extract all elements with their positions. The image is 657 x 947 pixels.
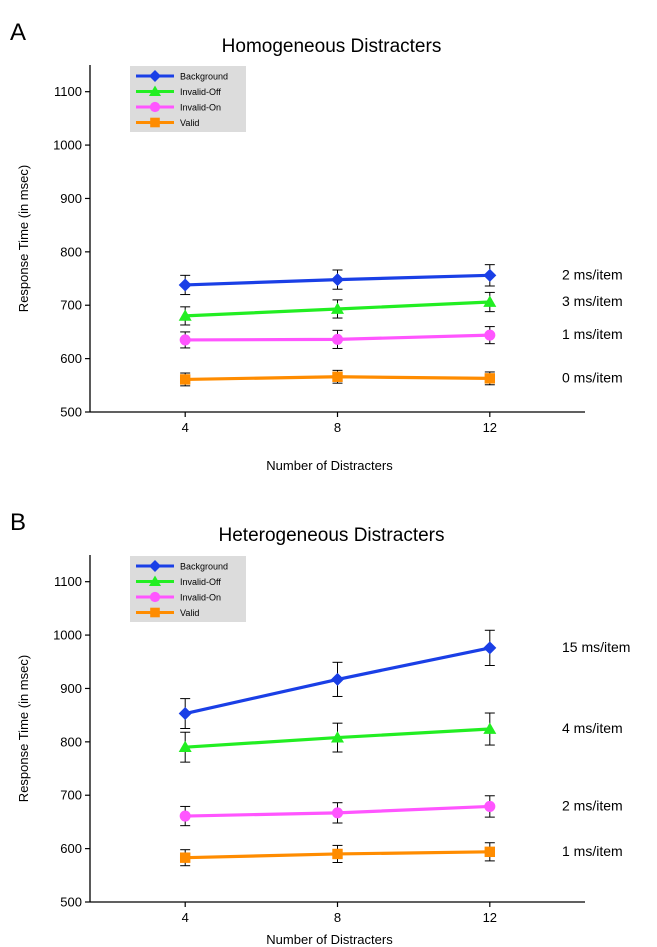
- series-invalid-on: 1 ms/item: [179, 326, 623, 349]
- y-tick-label: 1100: [54, 84, 82, 99]
- legend: Background Invalid-Off Invalid-On Valid: [130, 66, 246, 132]
- x-tick-label: 12: [483, 420, 497, 435]
- legend-label: Invalid-Off: [180, 87, 221, 97]
- legend-label: Valid: [180, 608, 199, 618]
- data-point: [178, 309, 192, 321]
- data-point: [484, 329, 496, 341]
- y-tick-label: 1000: [53, 138, 82, 153]
- data-point: [483, 641, 497, 655]
- data-point: [484, 373, 496, 384]
- legend-marker: [149, 101, 161, 113]
- x-tick-label: 4: [182, 420, 189, 435]
- panel-letter: B: [10, 509, 26, 536]
- data-point: [179, 374, 191, 385]
- panel-letter: A: [10, 19, 26, 46]
- data-point: [483, 295, 497, 307]
- series-invalid-off: 3 ms/item: [178, 291, 623, 326]
- legend: Background Invalid-Off Invalid-On Valid: [130, 556, 246, 622]
- slope-annotation: 0 ms/item: [562, 369, 623, 385]
- y-tick-label: 600: [60, 351, 82, 366]
- y-tick-label: 900: [60, 681, 82, 696]
- x-tick-label: 8: [334, 420, 341, 435]
- y-axis-label: Response Time (in msec): [16, 655, 31, 802]
- data-point: [331, 807, 344, 819]
- series-invalid-on: 2 ms/item: [179, 795, 623, 827]
- data-point: [484, 800, 496, 812]
- legend-marker: [149, 575, 161, 586]
- data-point: [331, 731, 344, 743]
- data-point: [178, 707, 192, 721]
- legend-marker: [150, 607, 160, 618]
- x-tick-label: 12: [483, 910, 497, 925]
- y-tick-label: 800: [60, 734, 82, 749]
- chart-title: Heterogeneous Distracters: [219, 525, 445, 546]
- x-tick-label: 4: [182, 910, 189, 925]
- data-point: [331, 672, 344, 686]
- chart-title: Homogeneous Distracters: [222, 36, 442, 57]
- chart-panel-b: B Heterogeneous Distracters 500 600 700 800 90…: [10, 509, 630, 947]
- data-point: [178, 278, 192, 292]
- data-point: [483, 722, 497, 734]
- legend-label: Invalid-On: [180, 103, 221, 113]
- data-point: [179, 852, 191, 863]
- y-tick-label: 700: [60, 788, 82, 803]
- y-tick-label: 800: [60, 244, 82, 259]
- legend-label: Valid: [180, 118, 199, 128]
- slope-annotation: 2 ms/item: [562, 797, 623, 813]
- y-tick-label: 700: [60, 298, 82, 313]
- data-point: [332, 848, 343, 860]
- slope-annotation: 1 ms/item: [562, 326, 623, 342]
- y-tick-label: 500: [60, 895, 82, 910]
- y-tick-label: 600: [60, 841, 82, 856]
- legend-marker: [149, 85, 161, 96]
- slope-annotation: 2 ms/item: [562, 266, 623, 282]
- data-point: [483, 268, 497, 282]
- slope-annotation: 15 ms/item: [562, 639, 630, 655]
- series-background: 2 ms/item: [178, 264, 623, 296]
- x-axis-label: Number of Distracters: [266, 458, 393, 473]
- data-point: [484, 846, 496, 858]
- data-point: [331, 273, 344, 287]
- data-point: [331, 333, 344, 345]
- data-point: [179, 810, 191, 822]
- y-tick-label: 1000: [53, 628, 82, 643]
- legend-label: Background: [180, 562, 228, 572]
- y-axis-label: Response Time (in msec): [16, 165, 31, 312]
- data-point: [331, 302, 344, 314]
- legend-marker: [149, 591, 161, 603]
- data-point: [179, 334, 191, 346]
- chart-panel-a: A Homogeneous Distracters 500 600 700 800 900 1…: [10, 19, 623, 473]
- x-tick-label: 8: [334, 910, 341, 925]
- y-tick-label: 1100: [54, 574, 82, 589]
- data-point: [178, 740, 192, 753]
- data-point: [332, 371, 343, 382]
- series-invalid-off: 4 ms/item: [178, 712, 623, 763]
- slope-annotation: 1 ms/item: [562, 843, 623, 859]
- y-tick-label: 500: [60, 405, 82, 420]
- legend-label: Background: [180, 72, 228, 82]
- slope-annotation: 4 ms/item: [562, 720, 623, 736]
- legend-marker: [150, 117, 160, 128]
- legend-marker: [149, 70, 161, 82]
- legend-marker: [149, 560, 161, 572]
- series-valid: 0 ms/item: [179, 369, 623, 387]
- x-axis-label: Number of Distracters: [266, 932, 393, 947]
- legend-label: Invalid-Off: [180, 577, 221, 587]
- series-valid: 1 ms/item: [179, 842, 623, 867]
- slope-annotation: 3 ms/item: [562, 293, 623, 309]
- legend-label: Invalid-On: [180, 593, 221, 603]
- y-tick-label: 900: [60, 191, 82, 206]
- series-background: 15 ms/item: [178, 629, 630, 729]
